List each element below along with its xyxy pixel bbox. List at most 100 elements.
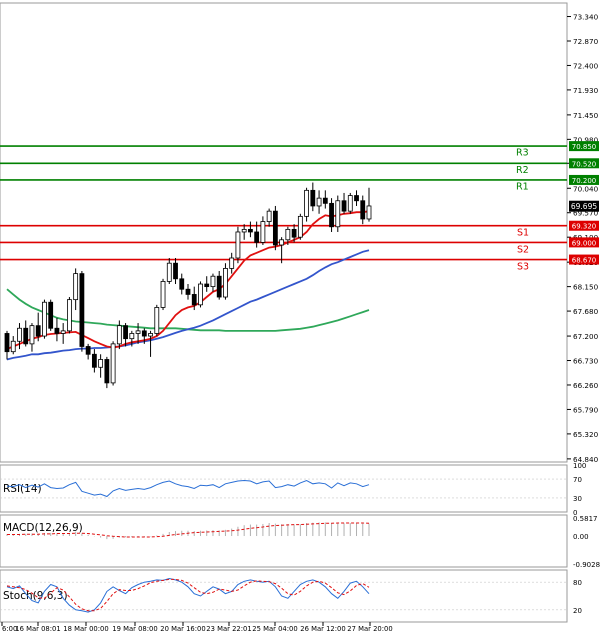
price-tick-label: 67.680: [573, 307, 599, 316]
candle: [98, 354, 104, 378]
candle: [35, 312, 41, 342]
stoch-indicator: [0, 577, 567, 613]
candle-body: [260, 221, 266, 243]
candle: [335, 195, 341, 232]
candle-body: [272, 210, 278, 246]
candle-body: [198, 283, 203, 306]
price-tick-label: 67.200: [573, 332, 599, 341]
candle-body: [116, 325, 122, 345]
macd-signal-line: [7, 522, 370, 538]
candle-body: [360, 200, 366, 220]
candle: [42, 299, 47, 339]
candle: [54, 317, 60, 342]
price-tick-label: 66.260: [573, 381, 599, 390]
candle: [23, 320, 29, 347]
candle-body: [123, 325, 128, 340]
level-tags: 70.850 70.520 70.200 69.320 69.000 68.670: [569, 141, 599, 265]
time-tick-label: 23 Mar 22:01: [206, 625, 251, 633]
candle: [204, 276, 210, 292]
candle-body: [279, 239, 285, 246]
level-name-r3: R3: [516, 148, 529, 159]
candle: [129, 330, 135, 347]
candle: [179, 273, 185, 295]
candle-body: [4, 333, 10, 353]
candles: [4, 182, 372, 389]
stoch-panel: [0, 569, 568, 623]
rsi-tick-label: 0: [573, 509, 577, 517]
candle-body: [254, 231, 260, 243]
candle-body: [204, 283, 210, 288]
rsi-label: RSI(14): [3, 483, 42, 495]
candle-body: [310, 189, 316, 207]
candle-body: [54, 327, 60, 334]
candle-body: [79, 273, 85, 347]
macd-axis: 0.5817 0.00 -0.9028: [573, 515, 600, 569]
candle: [166, 258, 172, 285]
time-tick-label: 19 Mar 08:00: [112, 625, 157, 633]
price-tick-label: 72.870: [573, 37, 599, 46]
candle-body: [366, 205, 372, 220]
candle-body: [73, 273, 79, 301]
candle-body: [60, 330, 66, 334]
current-price-label: 69.695: [571, 202, 597, 211]
level-tag-s2: [569, 237, 599, 248]
candle-body: [29, 325, 35, 345]
candle: [329, 198, 334, 232]
candle-body: [285, 228, 291, 241]
level-tag-label: 69.320: [572, 223, 597, 231]
candle: [67, 297, 72, 334]
macd-panel: [0, 514, 568, 568]
candle: [279, 237, 285, 264]
candle: [10, 336, 16, 355]
level-tag-r3: [569, 141, 599, 152]
candle: [260, 216, 266, 245]
macd-tick-label: -0.9028: [573, 561, 600, 569]
macd-tick-label: 0.5817: [573, 515, 598, 523]
candle-body: [98, 359, 104, 368]
candle-body: [23, 327, 29, 345]
candle-body: [35, 325, 41, 337]
price-tick-label: 70.980: [573, 135, 599, 144]
price-tick-label: 71.930: [573, 86, 599, 95]
candle: [104, 356, 110, 389]
candle-body: [160, 281, 166, 308]
candle: [354, 190, 359, 206]
candle: [17, 323, 22, 350]
candle-body: [135, 330, 141, 334]
candle-body: [266, 210, 272, 222]
candle: [116, 320, 122, 350]
candle: [366, 187, 372, 222]
level-tag-s3: [569, 254, 599, 265]
candle: [248, 221, 253, 238]
candle: [272, 205, 278, 251]
macd-tick-label: 0.00: [573, 533, 589, 541]
candle-body: [10, 340, 16, 353]
time-tick-label: 20 Mar 16:00: [160, 625, 205, 633]
candle: [198, 281, 203, 308]
rsi-panel: [0, 464, 568, 513]
level-tag-label: 68.670: [572, 257, 597, 265]
candle-body: [229, 257, 235, 269]
candle: [29, 323, 35, 352]
price-tick-label: 73.340: [573, 13, 599, 22]
price-tick-label: 69.570: [573, 209, 599, 218]
candle-body: [185, 288, 191, 295]
candle: [216, 271, 222, 300]
candle-body: [191, 294, 197, 306]
candle-body: [154, 307, 160, 334]
candle-body: [248, 228, 253, 233]
candle: [148, 330, 153, 357]
stoch-axis: 80 20: [573, 579, 582, 615]
candle-body: [141, 330, 147, 337]
candle-body: [235, 231, 241, 259]
candle-body: [166, 262, 172, 282]
candle-body: [42, 301, 47, 337]
candle: [135, 323, 141, 344]
candle: [4, 330, 10, 360]
candle-body: [179, 278, 185, 290]
time-tick-label: 16 Mar 08:01: [15, 625, 60, 633]
candle-body: [347, 195, 353, 212]
time-tick-label: 25 Mar 04:00: [252, 625, 297, 633]
candle-body: [17, 327, 22, 342]
